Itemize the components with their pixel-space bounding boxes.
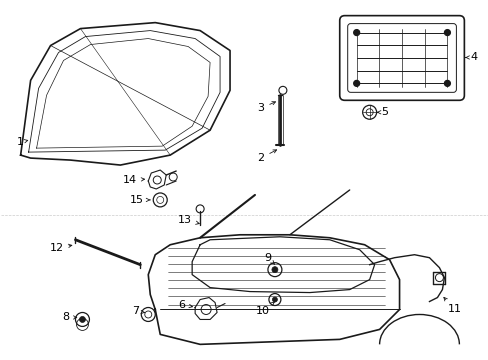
Text: 1: 1 — [17, 137, 28, 147]
Text: 10: 10 — [255, 302, 274, 316]
Text: 14: 14 — [123, 175, 144, 185]
Circle shape — [353, 30, 359, 36]
Text: 9: 9 — [264, 253, 274, 264]
Text: 11: 11 — [443, 297, 461, 315]
Text: 13: 13 — [178, 215, 199, 225]
Circle shape — [272, 297, 277, 302]
Circle shape — [444, 30, 449, 36]
Text: 12: 12 — [49, 243, 72, 253]
Circle shape — [353, 80, 359, 86]
Text: 8: 8 — [62, 312, 77, 323]
Text: 7: 7 — [131, 306, 144, 316]
Circle shape — [271, 267, 277, 273]
Text: 6: 6 — [178, 300, 192, 310]
Text: 4: 4 — [464, 53, 477, 63]
Text: 5: 5 — [377, 107, 387, 117]
Circle shape — [444, 80, 449, 86]
Text: 15: 15 — [130, 195, 150, 205]
Text: 3: 3 — [257, 102, 275, 113]
Circle shape — [80, 316, 85, 323]
Text: 2: 2 — [257, 150, 276, 163]
